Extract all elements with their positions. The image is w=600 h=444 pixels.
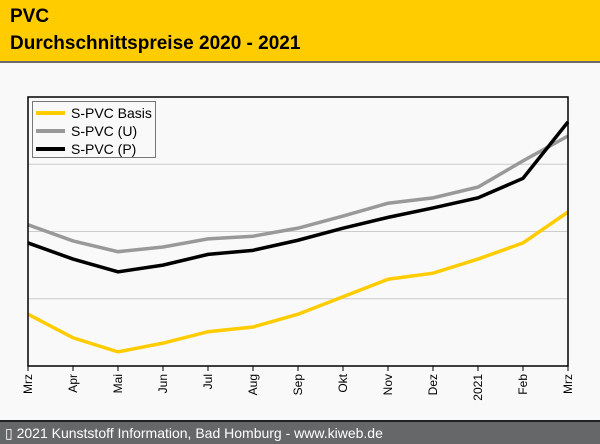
legend-label: S-PVC (P) [71,141,137,157]
x-tick-label: 2021 [471,374,485,401]
footer: ▯ 2021 Kunststoff Information, Bad Hombu… [0,420,600,444]
chart-header: PVC Durchschnittspreise 2020 - 2021 [0,0,600,63]
x-tick-label: Sep [291,374,305,396]
x-tick-label: Nov [381,374,395,395]
copyright-text: ▯ 2021 Kunststoff Information, Bad Hombu… [5,425,383,441]
grid-lines [28,163,568,300]
line-chart: Mrz Apr Mai Jun Jul Aug Sep Okt Nov Dez 2021 Feb Mrz [21,96,575,401]
x-axis-labels: Mrz Apr Mai Jun Jul Aug Sep Okt Nov Dez 2021 Feb Mrz [21,373,575,400]
legend-swatch-p [36,147,65,151]
x-tick-label: Aug [246,374,260,395]
chart-subtitle: Durchschnittspreise 2020 - 2021 [10,33,301,54]
x-axis-ticks [27,366,569,371]
x-tick-label: Feb [516,374,530,395]
legend-swatch-u [36,129,65,133]
legend-item-basis: S-PVC Basis [36,104,156,122]
chart-legend: S-PVC Basis S-PVC (U) S-PVC (P) [32,101,156,158]
legend-label: S-PVC Basis [71,105,152,121]
series-line-s-pvc-u [27,134,569,254]
legend-item-p: S-PVC (P) [36,140,156,158]
series-line-s-pvc-basis [27,210,569,354]
x-tick-label: Jun [156,374,170,393]
legend-swatch-basis [36,111,65,115]
x-tick-label: Mrz [561,374,575,394]
legend-label: S-PVC (U) [71,123,138,139]
legend-item-u: S-PVC (U) [36,122,156,140]
series-line-s-pvc-p [27,120,570,274]
x-tick-label: Mrz [21,374,35,394]
x-tick-label: Dez [426,374,440,395]
series-lines [27,120,570,354]
x-tick-label: Okt [336,373,350,392]
x-tick-label: Mai [111,374,125,393]
x-tick-label: Apr [66,374,80,393]
x-tick-label: Jul [201,374,215,389]
chart-title: PVC [10,6,50,27]
